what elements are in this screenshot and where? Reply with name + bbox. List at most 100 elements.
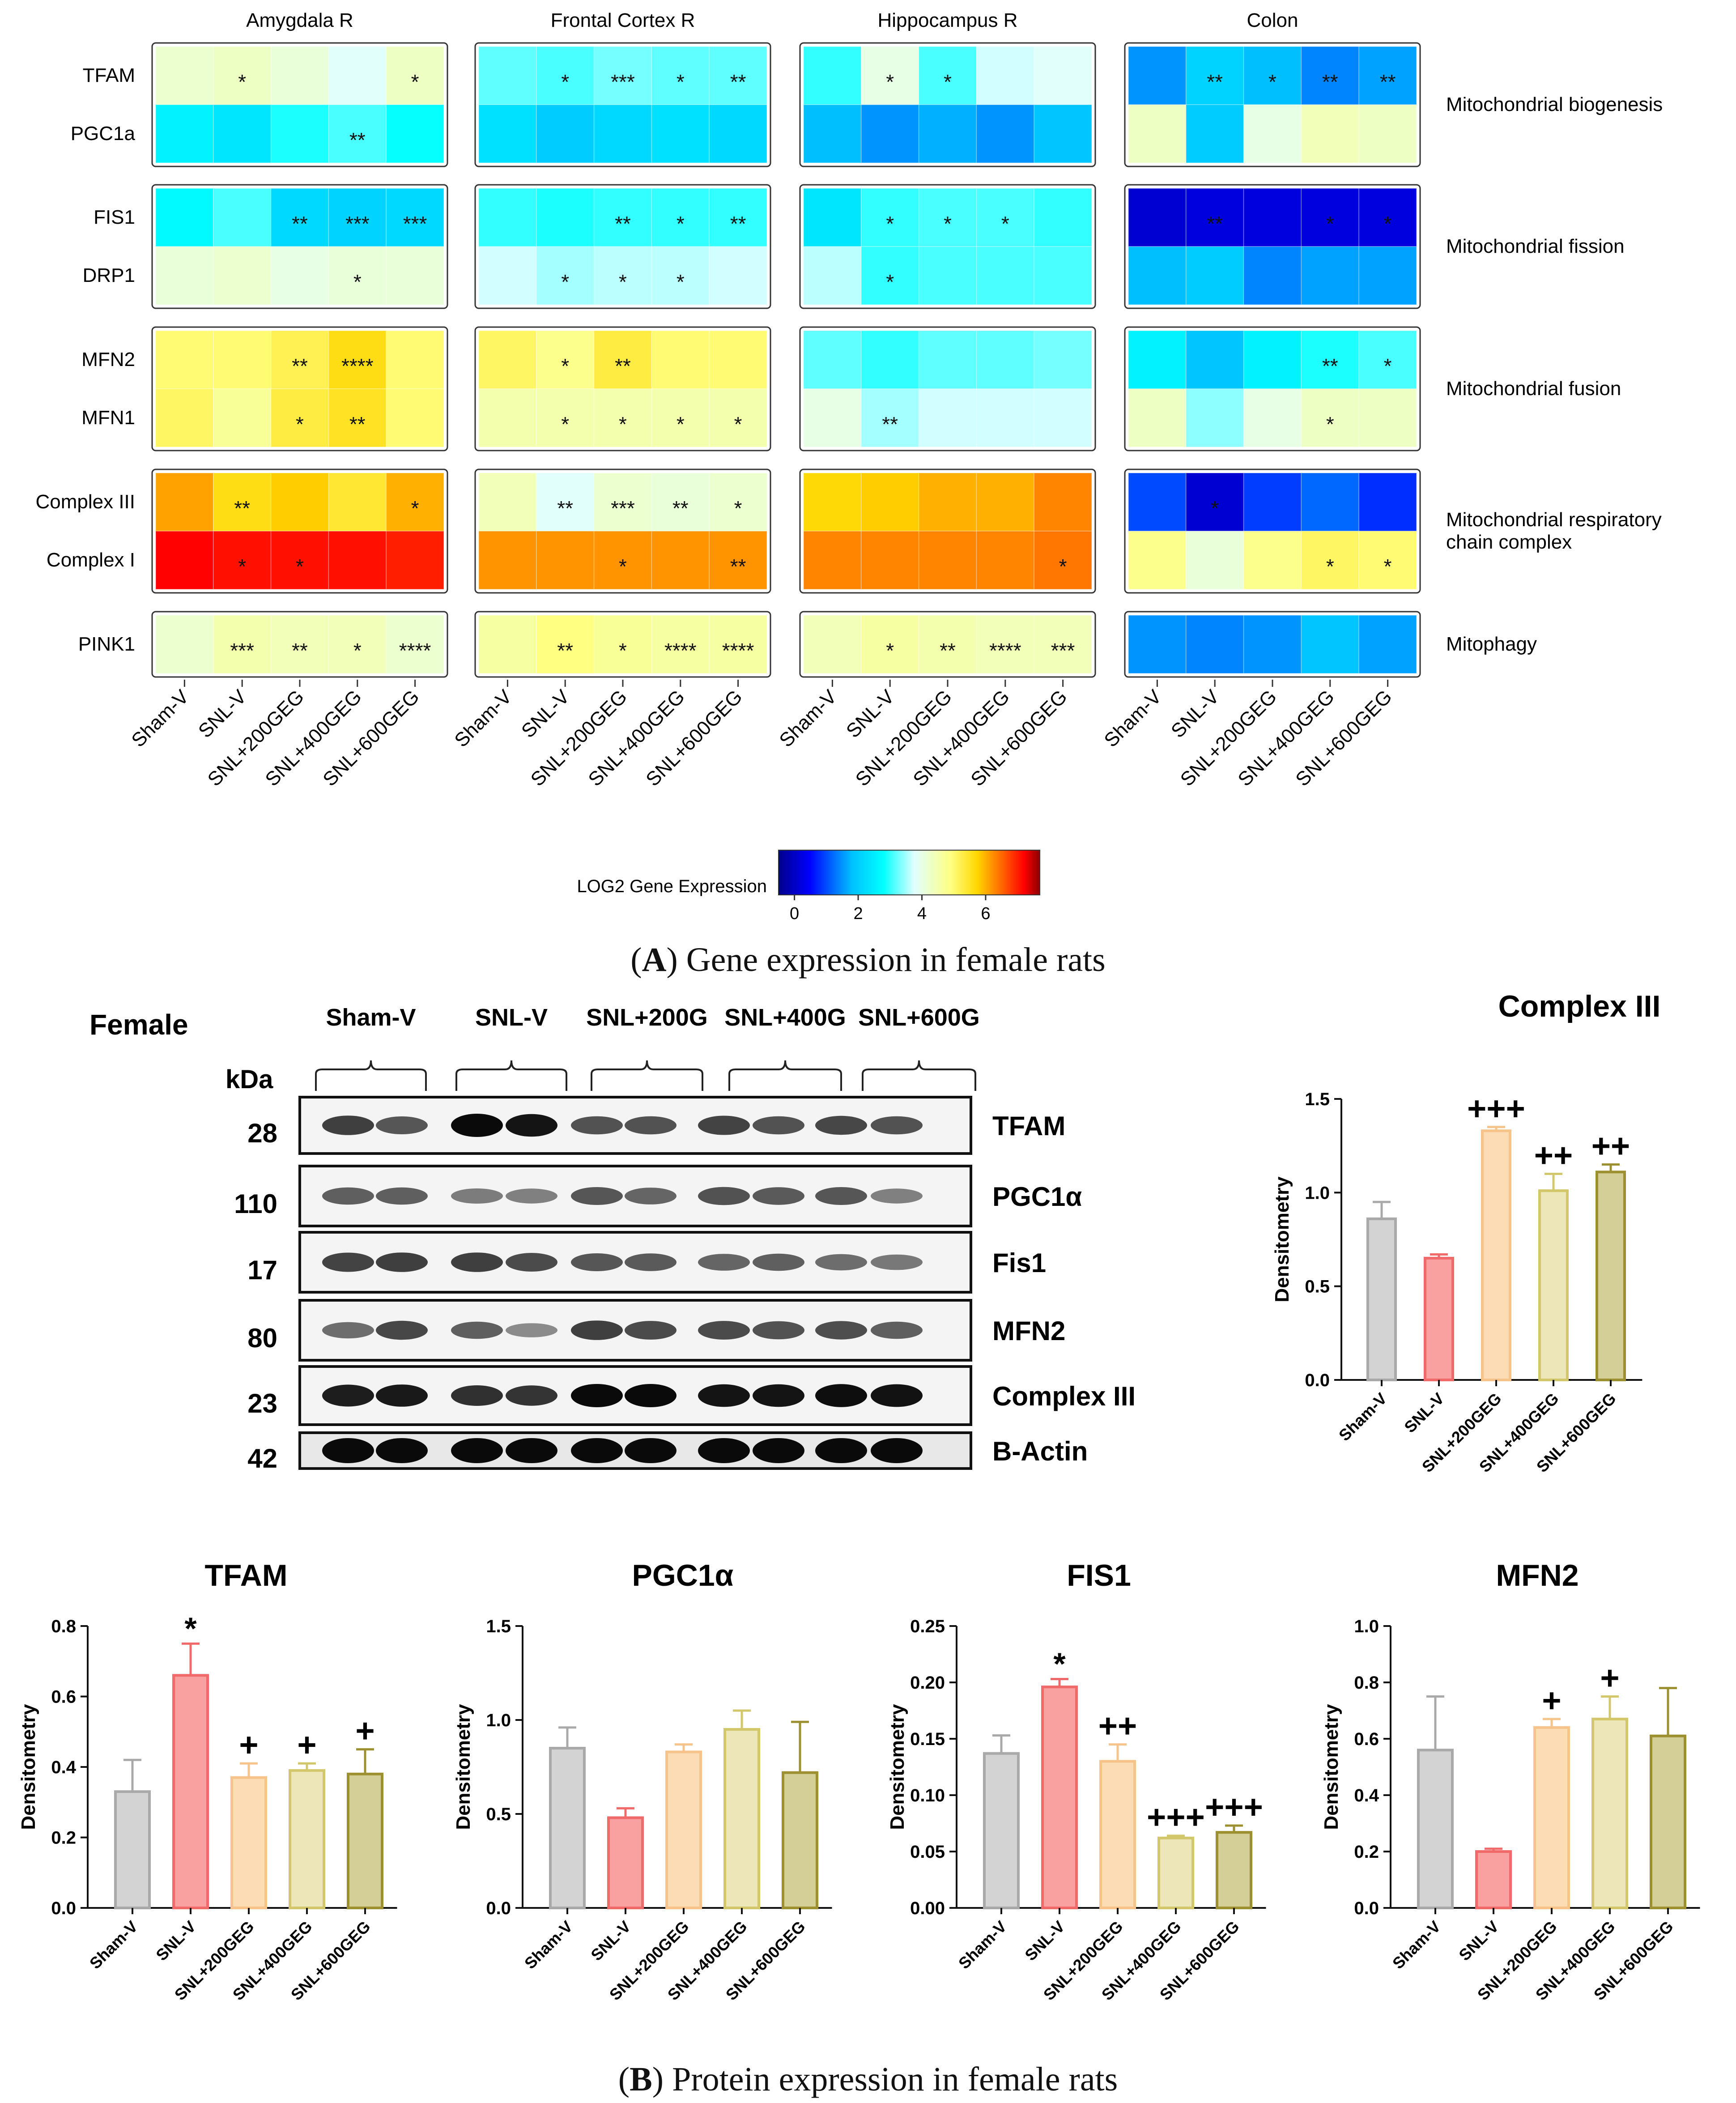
y-tick-label: 1.0 <box>1305 1183 1330 1203</box>
heatmap-cell <box>861 531 919 590</box>
heatmap-cell <box>478 246 537 305</box>
kda-value: 42 <box>247 1443 277 1473</box>
significance-mark: + <box>239 1726 258 1763</box>
heatmap-cell <box>213 388 272 447</box>
significance-stars: * <box>619 639 627 662</box>
heatmap-cell <box>155 615 214 674</box>
heatmap-cell <box>651 531 710 590</box>
significance-stars: * <box>1326 413 1334 436</box>
y-tick-label: 0.0 <box>486 1899 511 1918</box>
significance-stars: * <box>1059 555 1067 578</box>
heatmap-cell <box>536 246 595 305</box>
heatmap-block-frame <box>1124 42 1421 167</box>
heatmap-cell <box>155 330 214 389</box>
protein-band <box>698 1115 750 1135</box>
significance-stars: * <box>886 70 894 94</box>
significance-stars: * <box>734 497 742 520</box>
x-tick-label: SNL-V <box>1400 1389 1447 1436</box>
heatmap-cell <box>386 473 444 532</box>
heatmap-cell <box>1186 246 1244 305</box>
protein-band <box>698 1384 750 1407</box>
protein-label: Complex III <box>992 1381 1136 1411</box>
protein-band <box>815 1115 867 1135</box>
y-tick-label: 0.6 <box>51 1687 76 1707</box>
significance-mark: + <box>1542 1682 1561 1719</box>
heatmap-cell <box>803 330 862 389</box>
heatmap-cell <box>861 46 919 105</box>
protein-band <box>322 1438 374 1463</box>
bar-sham-v <box>114 1790 151 1909</box>
heatmap-cell <box>270 104 329 163</box>
heatmap-cell <box>478 388 537 447</box>
heatmap-cell <box>155 188 214 247</box>
x-tick-label: Sham-V <box>1100 685 1166 751</box>
significance-mark: * <box>184 1611 197 1646</box>
heatmap-cell <box>1128 615 1187 674</box>
heatmap-cell <box>1243 473 1302 532</box>
category-label: Mitophagy <box>1446 633 1537 655</box>
y-tick-label: 0.8 <box>51 1617 76 1636</box>
significance-stars: * <box>353 639 362 662</box>
protein-band <box>506 1188 557 1204</box>
protein-band <box>506 1253 557 1272</box>
heatmap-cell <box>1186 388 1244 447</box>
significance-stars: * <box>1384 354 1392 378</box>
significance-stars: ** <box>882 413 898 436</box>
heatmap-cell <box>803 246 862 305</box>
heatmap-cell <box>1128 330 1187 389</box>
significance-stars: ** <box>1207 70 1223 94</box>
heatmap-block-frame <box>474 468 771 594</box>
protein-band <box>753 1438 804 1463</box>
heatmap-cell <box>155 473 214 532</box>
significance-stars: * <box>677 212 685 235</box>
bar-chart-tfam: TFAM Densitometry 0.0 0.2 0.4 0.6 0.8 Sham-V * SN… <box>17 1558 397 2004</box>
significance-mark: ++ <box>1591 1128 1630 1165</box>
heatmap-block-frame <box>474 326 771 451</box>
heatmap-cell <box>1358 330 1417 389</box>
protein-band <box>451 1321 503 1339</box>
heatmap-cell <box>386 615 444 674</box>
heatmap-cell <box>213 473 272 532</box>
heatmap-cell <box>861 246 919 305</box>
protein-band <box>506 1438 557 1463</box>
blot-group-label: Sham-V <box>326 1004 416 1031</box>
colorbar-tick-label: 4 <box>917 904 927 923</box>
significance-stars: * <box>1384 212 1392 235</box>
blot-group-label: SNL+600G <box>858 1004 980 1031</box>
y-tick-label: 0.4 <box>1354 1786 1379 1805</box>
bar-snl-600geg <box>1216 1831 1252 1909</box>
heatmap-cell <box>709 330 767 389</box>
bar-snl-v <box>607 1816 644 1909</box>
significance-stars: *** <box>611 70 635 94</box>
heatmap-cell <box>918 104 977 163</box>
significance-stars: ** <box>557 639 573 662</box>
bar-snl-200geg <box>1481 1129 1511 1381</box>
chart-title: PGC1α <box>632 1558 734 1592</box>
y-tick-label: 0.20 <box>910 1673 945 1693</box>
heatmap-cell <box>478 473 537 532</box>
blot-group-label: SNL+400G <box>724 1004 846 1031</box>
heatmap-cell <box>803 473 862 532</box>
significance-stars: * <box>677 413 685 436</box>
caption-a: (A) Gene expression in female rats <box>630 941 1106 979</box>
heatmap-cell <box>1034 330 1092 389</box>
heatmap-cell <box>1128 531 1187 590</box>
group-brace <box>455 1060 567 1091</box>
protein-band <box>506 1385 557 1406</box>
heatmap-cell <box>1301 388 1359 447</box>
heatmap-cell <box>328 188 387 247</box>
x-tick-label: Sham-V <box>1335 1389 1391 1445</box>
protein-band <box>322 1384 374 1407</box>
heatmap-cell <box>155 46 214 105</box>
heatmap-cell <box>976 104 1034 163</box>
protein-band <box>753 1321 804 1340</box>
heatmap-cell <box>213 188 272 247</box>
heatmap-cell <box>709 246 767 305</box>
y-tick-label: 0.15 <box>910 1729 945 1749</box>
heatmap-cell <box>386 330 444 389</box>
heatmap-cell <box>709 388 767 447</box>
protein-band <box>451 1114 503 1137</box>
heatmap-cell <box>593 531 652 590</box>
kda-label: kDa <box>226 1065 273 1094</box>
region-title-amygdala-r: Amygdala R <box>246 9 353 31</box>
